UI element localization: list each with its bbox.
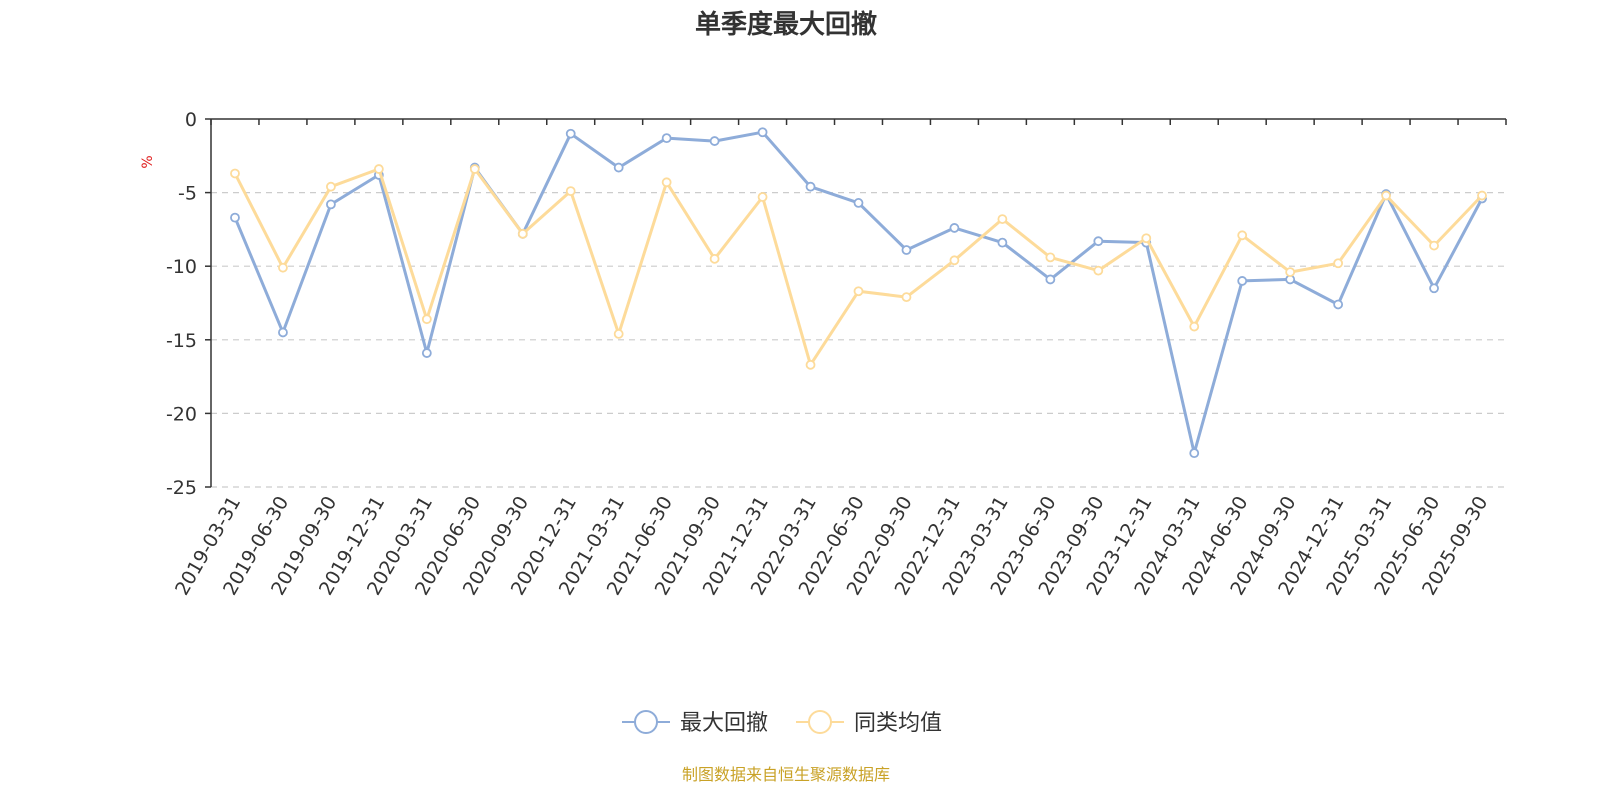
data-point (1381, 190, 1391, 201)
data-point (1477, 190, 1487, 201)
data-point (613, 329, 624, 339)
data-point (805, 181, 816, 192)
data-point (1333, 299, 1344, 310)
data-point (565, 186, 576, 197)
y-tick-label: -5 (178, 183, 197, 205)
y-tick-label: -10 (166, 256, 197, 278)
legend-label-2: 同类均值 (854, 711, 942, 736)
data-point (1189, 448, 1200, 459)
data-point (1237, 230, 1248, 241)
data-point (565, 128, 576, 139)
data-point (997, 237, 1008, 248)
y-tick-label: 0 (185, 109, 197, 131)
data-point (949, 223, 960, 233)
data-point (853, 286, 864, 297)
data-point (373, 164, 384, 174)
legend-item-2[interactable]: 同类均值 (796, 710, 942, 736)
legend-marker-1 (634, 710, 658, 734)
data-point (1285, 267, 1296, 277)
data-point (1429, 283, 1439, 294)
data-point (469, 164, 480, 174)
data-point (709, 136, 720, 146)
data-point (278, 327, 288, 338)
data-point (1333, 258, 1344, 269)
data-point (805, 359, 816, 370)
data-point (613, 162, 624, 173)
y-tick-label: -25 (166, 477, 197, 499)
data-point (230, 168, 240, 179)
data-point (853, 198, 864, 208)
legend-item-1[interactable]: 最大回撤 (622, 710, 768, 736)
grid-lines (211, 192, 1506, 488)
data-point (1093, 265, 1104, 276)
data-point (709, 253, 720, 264)
data-point (1189, 321, 1200, 332)
data-point (230, 212, 240, 223)
data-point (997, 214, 1008, 224)
data-point (757, 192, 768, 202)
data-point (901, 245, 912, 255)
data-point (661, 177, 672, 188)
data-point (421, 314, 432, 325)
legend[interactable]: 最大回撤 同类均值 (622, 710, 942, 736)
data-point (1045, 252, 1056, 263)
y-axis-unit: % (140, 155, 156, 168)
data-point (278, 262, 288, 273)
data-point (1141, 233, 1152, 244)
data-point (901, 292, 912, 303)
data-point (421, 348, 432, 358)
series-2 (230, 164, 1487, 370)
legend-label-1: 最大回撤 (680, 711, 768, 736)
data-point (517, 228, 528, 239)
data-point (949, 255, 960, 266)
data-point (661, 133, 672, 144)
legend-marker-2 (808, 710, 832, 734)
data-point (1093, 236, 1104, 247)
chart-title: 单季度最大回撤 (695, 9, 877, 40)
y-tick-label: -20 (166, 403, 197, 425)
data-point (1429, 240, 1439, 251)
data-point (326, 181, 336, 192)
source-note: 制图数据来自恒生聚源数据库 (682, 765, 890, 784)
data-point (1237, 276, 1248, 286)
data-point (757, 127, 768, 138)
series-group (230, 127, 1487, 459)
data-point (326, 199, 336, 210)
y-tick-label: -15 (166, 330, 197, 352)
data-point (1045, 274, 1056, 285)
